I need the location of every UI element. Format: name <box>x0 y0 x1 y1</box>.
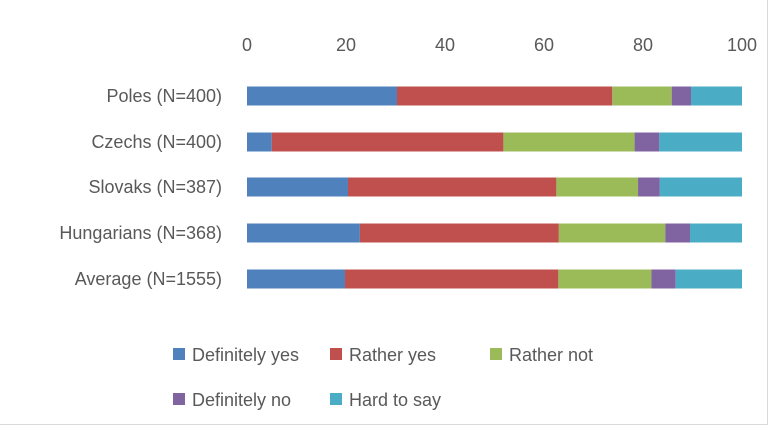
bar-segment <box>247 86 397 106</box>
bar-segment <box>634 132 660 152</box>
x-tick-label: 0 <box>242 35 252 55</box>
x-tick-label: 100 <box>727 35 757 55</box>
legend-swatch <box>330 348 342 360</box>
chart-frame: 0 20 40 60 80 100 Poles (N=400) Czechs (N=400)… <box>0 0 768 425</box>
bar-segment <box>247 223 360 243</box>
bar-segment <box>345 269 559 289</box>
bar-segment <box>556 177 639 197</box>
category-label: Czechs (N=400) <box>91 132 222 152</box>
bar-segment <box>558 223 666 243</box>
legend-swatch <box>330 393 342 405</box>
bar-segment <box>271 132 504 152</box>
bar-segment <box>659 177 742 197</box>
category-label: Slovaks (N=387) <box>88 177 222 197</box>
bar-segment <box>347 177 557 197</box>
bars <box>247 86 742 289</box>
legend-label: Rather not <box>509 345 593 365</box>
bar-segment <box>675 269 742 289</box>
bar-segment <box>247 132 272 152</box>
bar-segment <box>359 223 559 243</box>
x-tick-label: 20 <box>336 35 356 55</box>
bar-segment <box>691 86 742 106</box>
x-tick-label: 40 <box>435 35 455 55</box>
bar-segment <box>665 223 691 243</box>
bar-segment <box>671 86 692 106</box>
legend-label: Hard to say <box>349 390 441 410</box>
category-labels: Poles (N=400) Czechs (N=400) Slovaks (N=38… <box>59 86 222 289</box>
bar-segment <box>558 269 652 289</box>
x-axis-ticks: 0 20 40 60 80 100 <box>242 35 757 55</box>
legend: Definitely yes Rather yes Rather not Defini… <box>173 345 593 410</box>
legend-label: Definitely yes <box>192 345 299 365</box>
bar-segment <box>247 269 346 289</box>
bar-segment <box>638 177 660 197</box>
category-label: Poles (N=400) <box>106 86 222 106</box>
bar-segment <box>247 177 348 197</box>
x-tick-label: 80 <box>633 35 653 55</box>
bar-segment <box>396 86 613 106</box>
category-label: Average (N=1555) <box>75 269 222 289</box>
legend-label: Definitely no <box>192 390 291 410</box>
legend-swatch <box>173 348 185 360</box>
legend-swatch <box>173 393 185 405</box>
bar-segment <box>659 132 742 152</box>
bar-segment <box>651 269 676 289</box>
legend-label: Rather yes <box>349 345 436 365</box>
x-tick-label: 60 <box>534 35 554 55</box>
stacked-bar-chart: 0 20 40 60 80 100 Poles (N=400) Czechs (N=400)… <box>59 35 757 410</box>
bar-segment <box>503 132 635 152</box>
bar-segment <box>612 86 672 106</box>
bar-segment <box>690 223 742 243</box>
legend-swatch <box>490 348 502 360</box>
category-label: Hungarians (N=368) <box>59 223 222 243</box>
